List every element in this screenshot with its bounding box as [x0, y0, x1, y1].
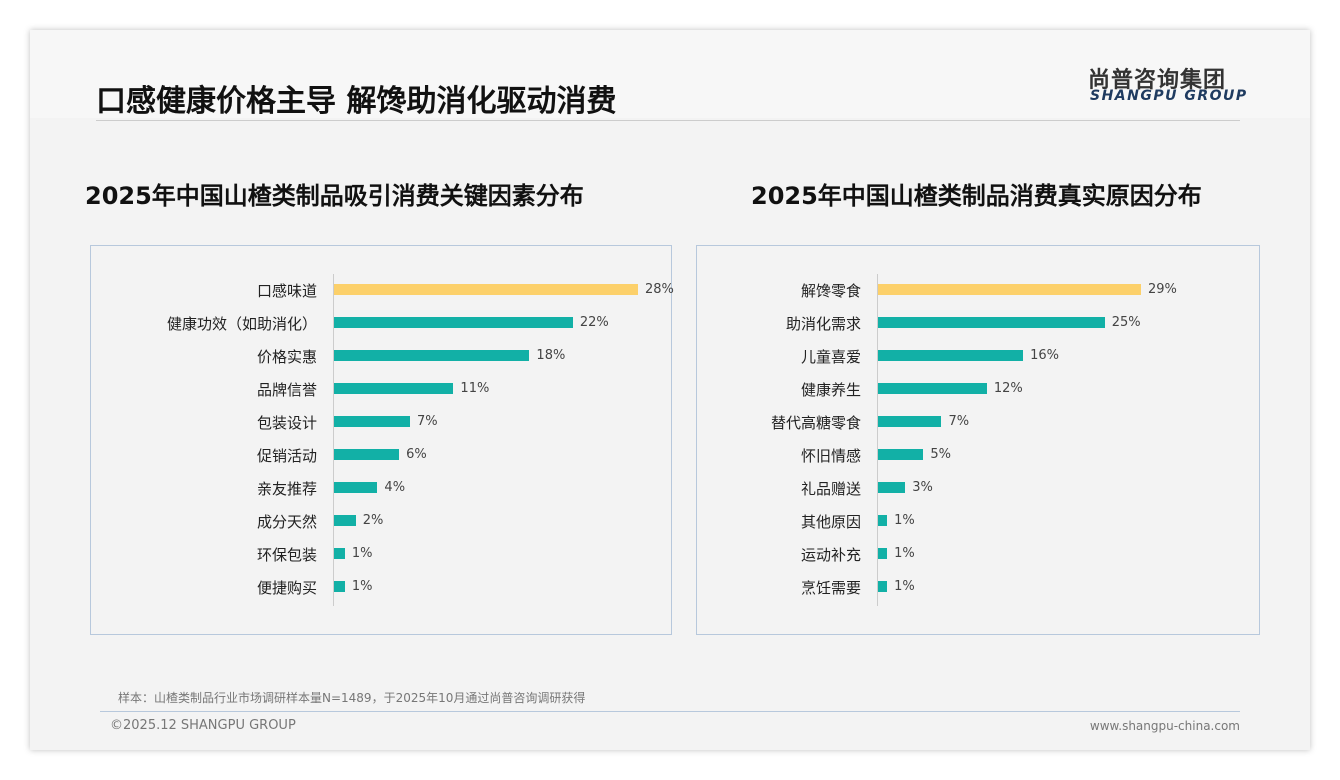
data-label: 1%	[351, 546, 373, 561]
chart-right: 解馋零食 29% 助消化需求 25% 儿童喜爱 16% 健康养生 12% 替代高糖零食 7% 怀旧情…	[696, 245, 1260, 635]
page-title: 口感健康价格主导 解馋助消化驱动消费	[96, 84, 617, 119]
bar	[878, 350, 1024, 361]
bar	[334, 317, 573, 328]
data-label: 7%	[948, 414, 970, 429]
data-label: 11%	[460, 381, 490, 396]
category-label: 替代高糖零食	[770, 414, 861, 432]
bar	[334, 350, 530, 361]
website-url: www.shangpu-china.com	[1089, 719, 1240, 733]
category-label: 价格实惠	[256, 348, 317, 366]
data-label: 25%	[1111, 315, 1141, 330]
bar	[878, 416, 942, 427]
bar	[334, 515, 356, 526]
data-label: 3%	[912, 480, 933, 495]
data-label: 4%	[384, 480, 406, 495]
category-label: 怀旧情感	[800, 447, 861, 465]
footer-divider	[100, 711, 1240, 712]
category-label: 促销活动	[256, 447, 317, 465]
bar	[334, 581, 345, 592]
bar	[878, 515, 888, 526]
data-label: 1%	[351, 579, 373, 594]
sample-note: 样本：山楂类制品行业市场调研样本量N=1489，于2025年10月通过尚普咨询调…	[118, 691, 586, 705]
category-label: 礼品赠送	[800, 480, 861, 498]
logo-cn: 尚普咨询集团	[1088, 68, 1227, 93]
data-label: 28%	[645, 282, 674, 297]
copyright: ©2025.12 SHANGPU GROUP	[110, 718, 296, 733]
data-label: 22%	[579, 315, 609, 330]
category-label: 便捷购买	[256, 579, 317, 597]
data-label: 1%	[894, 513, 915, 528]
category-label: 健康养生	[800, 381, 861, 399]
category-label: 成分天然	[256, 513, 317, 531]
category-label: 亲友推荐	[256, 480, 317, 498]
bar	[878, 284, 1141, 295]
bar	[334, 548, 345, 559]
data-label: 29%	[1148, 282, 1177, 297]
category-label: 健康功效（如助消化）	[166, 315, 317, 333]
category-label: 包装设计	[256, 414, 317, 432]
bar	[334, 416, 410, 427]
bar	[334, 383, 454, 394]
chart-title-left: 2025年中国山楂类制品吸引消费关键因素分布	[85, 182, 584, 210]
category-label: 环保包装	[256, 546, 317, 564]
header-divider	[96, 120, 1240, 121]
data-label: 12%	[993, 381, 1023, 396]
bar	[878, 581, 888, 592]
data-label: 5%	[930, 447, 951, 462]
y-axis	[333, 274, 334, 606]
category-label: 烹饪需要	[800, 579, 861, 597]
category-label: 其他原因	[800, 513, 861, 531]
y-axis	[877, 274, 878, 606]
header-band	[30, 30, 1310, 118]
category-label: 助消化需求	[785, 315, 861, 333]
data-label: 2%	[362, 513, 384, 528]
slide: 口感健康价格主导 解馋助消化驱动消费 尚普咨询集团 SHANGPU GROUP …	[30, 30, 1310, 750]
category-label: 运动补充	[800, 546, 861, 564]
data-label: 18%	[536, 348, 566, 363]
bar	[878, 548, 888, 559]
data-label: 1%	[894, 546, 915, 561]
data-label: 7%	[417, 414, 438, 429]
bar	[878, 317, 1105, 328]
chart-title-right: 2025年中国山楂类制品消费真实原因分布	[751, 182, 1202, 210]
bar	[878, 482, 906, 493]
data-label: 6%	[406, 447, 427, 462]
data-label: 1%	[894, 579, 915, 594]
category-label: 儿童喜爱	[800, 348, 861, 366]
category-label: 品牌信誉	[256, 381, 317, 399]
bar	[334, 284, 638, 295]
category-label: 解馋零食	[800, 282, 861, 300]
bar	[878, 449, 924, 460]
bar	[334, 449, 400, 460]
chart-left: 口感味道 28% 健康功效（如助消化） 22% 价格实惠 18% 品牌信誉 11% 包装设计 7%…	[90, 245, 674, 635]
bar	[334, 482, 378, 493]
data-label: 16%	[1030, 348, 1059, 363]
bar	[878, 383, 987, 394]
logo-en: SHANGPU GROUP	[1090, 88, 1248, 104]
category-label: 口感味道	[256, 282, 317, 300]
